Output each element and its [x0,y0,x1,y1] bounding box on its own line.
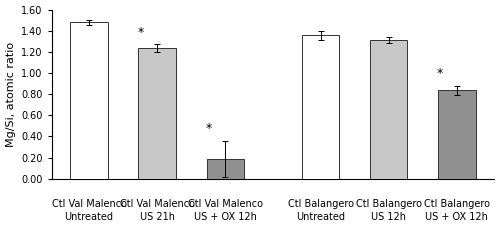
Text: Untreated: Untreated [64,213,114,223]
Text: Ctl Val Malenco: Ctl Val Malenco [120,199,194,209]
Text: US + OX 12h: US + OX 12h [194,213,256,223]
Text: Ctl Val Malenco: Ctl Val Malenco [188,199,263,209]
Text: Ctl Balangero: Ctl Balangero [356,199,422,209]
Bar [302,35,340,179]
Text: US + OX 12h: US + OX 12h [426,213,488,223]
Y-axis label: Mg/Si, atomic ratio: Mg/Si, atomic ratio [6,41,16,147]
Text: US 21h: US 21h [140,213,174,223]
Bar [438,91,476,179]
Text: *: * [206,122,212,135]
Bar [138,48,176,179]
Bar [206,159,244,179]
Text: *: * [137,26,143,39]
Text: Ctl Val Malenco: Ctl Val Malenco [52,199,127,209]
Bar [70,22,108,179]
Text: Ctl Balangero: Ctl Balangero [288,199,354,209]
Bar [370,40,408,179]
Text: US 12h: US 12h [371,213,406,223]
Text: Ctl Balangero: Ctl Balangero [424,199,490,209]
Text: *: * [437,67,443,80]
Text: Untreated: Untreated [296,213,345,223]
